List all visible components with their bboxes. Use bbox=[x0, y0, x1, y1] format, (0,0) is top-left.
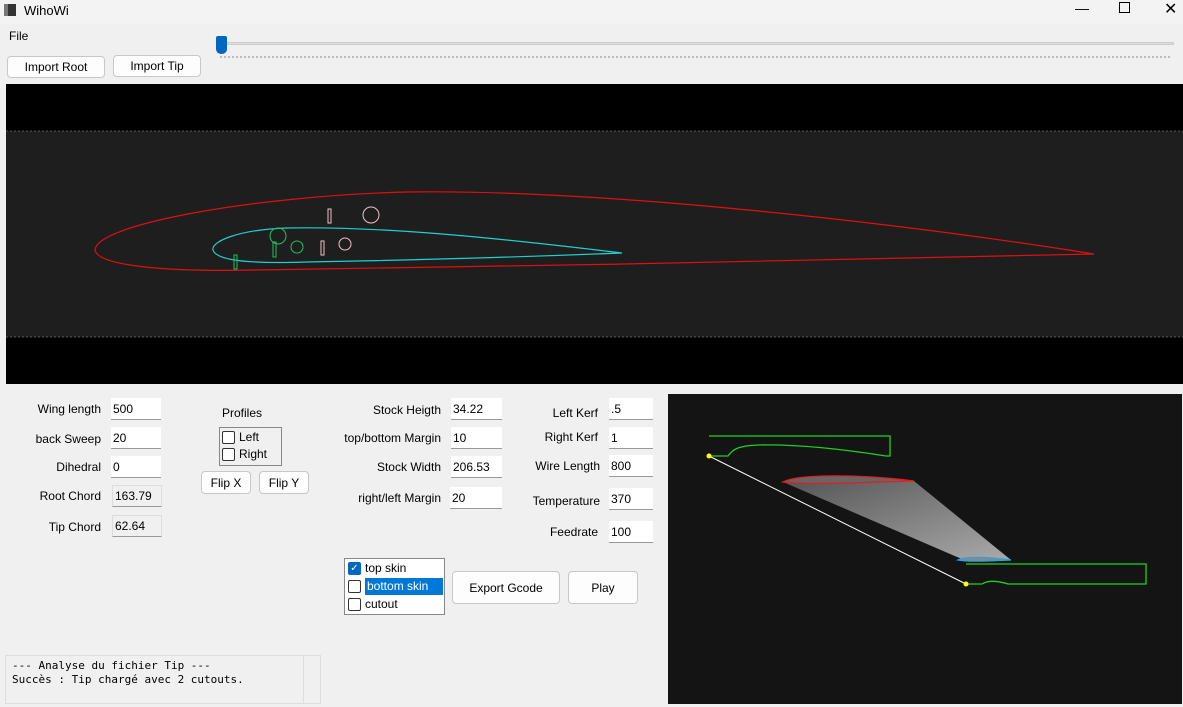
import-tip-button[interactable]: Import Tip bbox=[113, 55, 201, 77]
wing-length-label: Wing length bbox=[37, 402, 101, 416]
tip-airfoil-3d bbox=[955, 556, 1012, 562]
menu-file[interactable]: File bbox=[9, 29, 29, 43]
window-title: WihoWi bbox=[24, 3, 69, 18]
stock-height-label: Stock Heigth bbox=[372, 403, 441, 417]
back-sweep-input[interactable] bbox=[111, 427, 161, 449]
checkbox-label: Right bbox=[239, 447, 268, 461]
tip-airfoil bbox=[212, 227, 623, 264]
wire-endpoint-left bbox=[706, 453, 712, 459]
cut-item-bottom-skin[interactable]: bottom skin bbox=[346, 578, 443, 596]
log-scrollbar[interactable] bbox=[303, 656, 304, 703]
tip-round-cutout-2 bbox=[290, 240, 304, 254]
stock-width-label: Stock Width bbox=[376, 460, 441, 474]
dihedral-input[interactable] bbox=[111, 456, 161, 478]
export-gcode-button[interactable]: Export Gcode bbox=[452, 571, 560, 604]
root-stock-outline bbox=[709, 435, 891, 457]
position-slider[interactable] bbox=[216, 36, 1174, 62]
cut-selection-list: ✓ top skin bottom skin cutout bbox=[344, 558, 445, 615]
flip-x-button[interactable]: Flip X bbox=[201, 471, 251, 494]
stock-area bbox=[6, 131, 1183, 337]
feedrate-label: Feedrate bbox=[549, 525, 598, 539]
item-label: top skin bbox=[365, 561, 407, 575]
dihedral-label: Dihedral bbox=[56, 460, 101, 474]
profile-right-checkbox[interactable]: Right bbox=[222, 447, 279, 464]
checkbox-box[interactable] bbox=[348, 580, 361, 594]
tip-chord-label: Tip Chord bbox=[48, 520, 101, 534]
slider-ticks bbox=[220, 56, 1170, 59]
play-button[interactable]: Play bbox=[568, 571, 638, 604]
back-sweep-label: back Sweep bbox=[35, 432, 101, 446]
wire-length-input[interactable] bbox=[609, 455, 653, 477]
flip-y-button[interactable]: Flip Y bbox=[259, 471, 309, 494]
wire-length-label: Wire Length bbox=[535, 459, 600, 473]
checkbox-checked[interactable]: ✓ bbox=[348, 562, 361, 576]
rl-margin-label: right/left Margin bbox=[358, 491, 441, 505]
tip-spar-cutout-2 bbox=[233, 254, 238, 270]
tip-spar-cutout bbox=[272, 241, 277, 258]
3d-preview bbox=[668, 394, 1182, 704]
checkbox-box[interactable] bbox=[222, 448, 235, 462]
import-root-button[interactable]: Import Root bbox=[7, 56, 105, 78]
right-kerf-label: Right Kerf bbox=[544, 430, 598, 444]
slider-track bbox=[220, 42, 1174, 45]
maximize-button[interactable] bbox=[1119, 2, 1130, 13]
wing-surface bbox=[783, 481, 1011, 560]
item-label: bottom skin bbox=[365, 578, 443, 595]
root-chord-label: Root Chord bbox=[39, 489, 101, 503]
root-round-cutout-2 bbox=[338, 237, 352, 251]
root-round-cutout bbox=[362, 206, 380, 224]
root-chord-field bbox=[112, 485, 162, 507]
checkbox-label: Left bbox=[239, 430, 260, 444]
tb-margin-label: top/bottom Margin bbox=[344, 431, 441, 445]
cut-item-top-skin[interactable]: ✓ top skin bbox=[346, 560, 443, 578]
log-line: --- Analyse du fichier Tip --- bbox=[12, 659, 211, 672]
stock-width-input[interactable] bbox=[451, 456, 502, 478]
tip-stock-outline bbox=[966, 563, 1147, 585]
feedrate-input[interactable] bbox=[609, 521, 653, 543]
cut-item-cutout[interactable]: cutout bbox=[346, 596, 443, 614]
app-icon bbox=[4, 4, 16, 16]
item-label: cutout bbox=[365, 597, 398, 611]
left-kerf-label: Left Kerf bbox=[552, 406, 598, 420]
rl-margin-input[interactable] bbox=[450, 487, 502, 509]
checkbox-box[interactable] bbox=[222, 431, 235, 445]
profile-view bbox=[6, 84, 1183, 384]
profile-left-checkbox[interactable]: Left bbox=[222, 430, 279, 447]
stock-height-input[interactable] bbox=[451, 398, 502, 420]
root-airfoil bbox=[94, 191, 1095, 271]
checkbox-box[interactable] bbox=[348, 598, 361, 612]
tip-round-cutout bbox=[269, 227, 287, 245]
temperature-input[interactable] bbox=[609, 488, 653, 510]
wire-endpoint-right bbox=[963, 581, 969, 587]
profiles-list: Left Right bbox=[219, 427, 282, 466]
preview-background bbox=[668, 394, 1182, 704]
temperature-label: Temperature bbox=[532, 494, 600, 508]
title-bar: WihoWi — ✕ bbox=[0, 0, 1183, 24]
cutting-wire bbox=[708, 455, 967, 585]
tip-chord-field bbox=[112, 515, 162, 537]
root-spar-cutout-2 bbox=[320, 240, 325, 256]
close-button[interactable]: ✕ bbox=[1164, 1, 1178, 18]
right-kerf-input[interactable] bbox=[609, 427, 653, 449]
root-airfoil-3d bbox=[780, 475, 915, 484]
wing-length-input[interactable] bbox=[111, 398, 161, 420]
left-kerf-input[interactable] bbox=[609, 398, 653, 420]
profiles-label: Profiles bbox=[222, 406, 263, 420]
log-line: Succès : Tip chargé avec 2 cutouts. bbox=[12, 673, 244, 686]
log-output[interactable]: --- Analyse du fichier Tip --- Succès : … bbox=[5, 655, 321, 704]
minimize-button[interactable]: — bbox=[1075, 0, 1089, 16]
root-spar-cutout bbox=[327, 208, 332, 224]
slider-thumb[interactable] bbox=[216, 36, 227, 54]
tb-margin-input[interactable] bbox=[451, 427, 502, 449]
